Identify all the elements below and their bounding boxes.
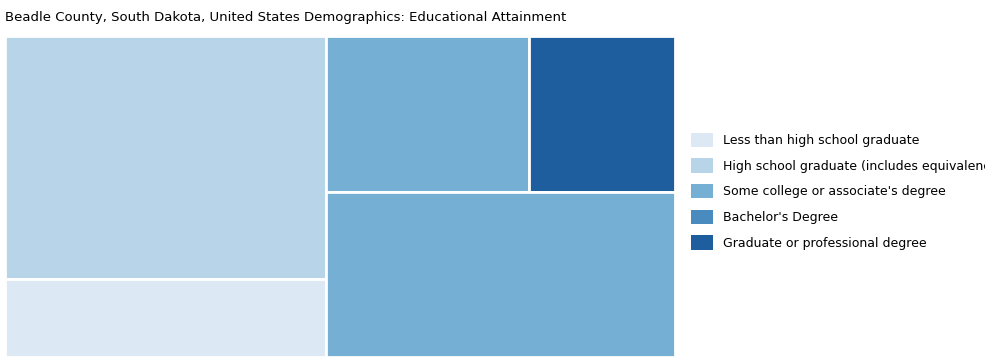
Bar	[326, 192, 675, 357]
Bar	[326, 36, 529, 192]
Bar	[529, 36, 675, 192]
Bar	[5, 279, 326, 357]
Bar	[5, 36, 326, 279]
Text: Beadle County, South Dakota, United States Demographics: Educational Attainment: Beadle County, South Dakota, United Stat…	[5, 11, 566, 24]
Legend: Less than high school graduate, High school graduate (includes equivalency), Som: Less than high school graduate, High sch…	[686, 127, 985, 255]
